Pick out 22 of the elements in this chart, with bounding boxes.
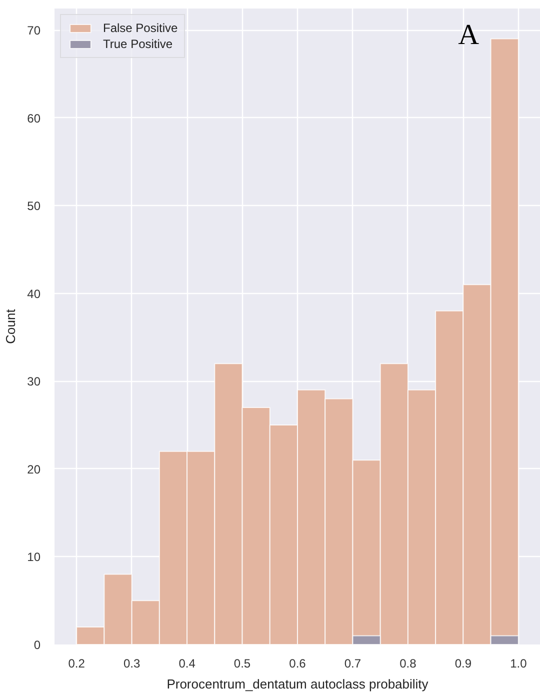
y-tick-label: 10 (27, 550, 41, 564)
x-tick-label: 0.7 (344, 656, 362, 670)
y-tick-label: 20 (27, 462, 41, 476)
y-tick-label: 50 (27, 199, 41, 214)
x-tick-label: 0.5 (234, 656, 251, 670)
y-tick-label: 70 (27, 24, 41, 38)
legend-label: False Positive (103, 21, 178, 35)
x-tick-label: 0.4 (178, 656, 196, 670)
x-tick-label: 0.8 (400, 656, 417, 670)
y-tick-label: 40 (27, 286, 41, 301)
x-tick-label: 0.3 (123, 656, 140, 670)
x-tick-label: 1.0 (510, 656, 528, 670)
x-tick-label: 0.2 (68, 656, 86, 670)
y-axis-title: Count (3, 308, 18, 344)
y-tick-label: 60 (27, 111, 41, 126)
legend-label: True Positive (103, 37, 173, 51)
annotation: A (458, 19, 480, 52)
x-tick-label: 0.9 (454, 656, 472, 670)
x-tick-label: 0.6 (289, 656, 306, 670)
x-axis-title: Prorocentrum_dentatum autoclass probability (166, 676, 429, 692)
y-tick-label: 0 (34, 638, 41, 652)
y-tick-label: 30 (27, 374, 41, 389)
